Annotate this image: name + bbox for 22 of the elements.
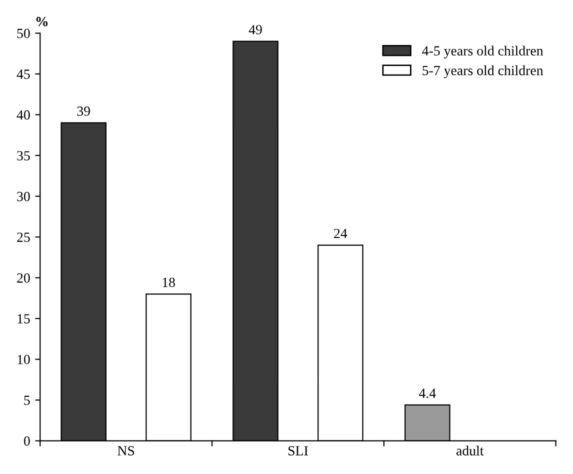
data-label: 49 (248, 25, 262, 34)
data-label: 39 (77, 106, 90, 116)
y-tick-label: 50 (17, 28, 30, 38)
y-tick-label: 40 (16, 110, 30, 120)
y-tick-label: 15 (18, 314, 30, 324)
y-tick-label: 45 (16, 70, 30, 79)
y-tick-label: 5 (24, 396, 30, 406)
x-tick-label: adult (456, 446, 484, 456)
y-tick-label: 25 (17, 232, 30, 242)
legend-label: 5-7 years old children (422, 65, 544, 78)
y-tick-label: 20 (17, 273, 30, 283)
y-tick-label: 0 (24, 436, 30, 446)
x-tick-label: SLI (288, 446, 308, 456)
y-axis-title: % (36, 16, 48, 26)
data-label: 24 (334, 228, 348, 238)
data-label: 4.4 (418, 388, 436, 398)
y-tick-label: 10 (18, 354, 30, 364)
x-tick-label: NS (118, 446, 134, 456)
y-tick-label: 30 (17, 192, 30, 202)
data-label: 18 (162, 278, 175, 288)
y-tick-label: 35 (17, 151, 30, 160)
legend-label: 4-5 years old children (422, 46, 544, 58)
